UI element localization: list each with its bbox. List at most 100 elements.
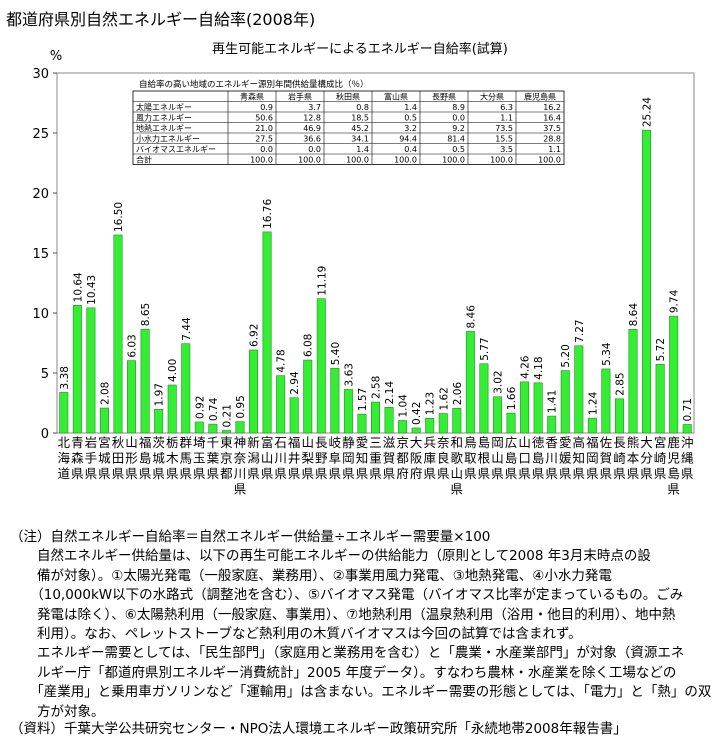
bar-value-label-45: 9.74 — [669, 289, 681, 313]
inset-cell-2-5: 73.5 — [495, 124, 513, 133]
bar-value-label-36: 1.41 — [547, 390, 559, 413]
bar-value-label-42: 8.64 — [628, 303, 640, 327]
inset-col-header-6: 鹿児島県 — [524, 92, 556, 102]
bar-8 — [167, 384, 177, 434]
inset-cell-1-5: 1.1 — [500, 114, 513, 123]
bar-37 — [560, 370, 570, 434]
bar-46 — [682, 424, 692, 434]
inset-cell-1-4: 0.0 — [452, 114, 465, 123]
x-tick-label-11: 千葉県 — [207, 435, 220, 481]
inset-cell-4-0: 0.0 — [260, 145, 273, 154]
bar-value-label-18: 6.08 — [303, 334, 315, 357]
bar-19 — [316, 298, 326, 434]
bar-39 — [587, 417, 597, 434]
x-tick-label-16: 石川県 — [274, 435, 287, 481]
bar-value-label-33: 1.66 — [506, 386, 518, 410]
bar-value-label-26: 0.42 — [411, 402, 423, 425]
note-line-8: 「産業用」と乗用車ガソリンなど「運輸用」は含まない。エネルギー需要の形態としては… — [10, 684, 712, 701]
bar-value-label-1: 10.64 — [72, 272, 84, 302]
inset-cell-3-6: 28.8 — [543, 135, 561, 144]
x-tick-label-36: 香川県 — [545, 435, 558, 481]
bar-42 — [628, 329, 638, 434]
inset-cell-0-2: 0.8 — [356, 103, 369, 112]
bar-value-label-17: 2.94 — [289, 371, 301, 395]
y-axis-unit: % — [50, 49, 62, 64]
x-tick-label-45: 鹿児島県 — [667, 435, 680, 497]
inset-cell-2-1: 46.9 — [303, 124, 321, 133]
y-tick-label-0: 0 — [41, 427, 49, 442]
bar-12 — [221, 430, 231, 434]
x-tick-label-42: 熊本県 — [627, 435, 640, 481]
y-tick-label-2: 10 — [32, 307, 49, 322]
bar-2 — [86, 307, 96, 434]
inset-cell-5-3: 100.0 — [394, 156, 417, 165]
inset-cell-1-6: 16.4 — [543, 114, 561, 123]
bar-value-label-0: 3.38 — [59, 366, 71, 389]
bar-value-label-14: 6.92 — [249, 324, 261, 347]
bar-44 — [655, 364, 665, 434]
bar-20 — [330, 367, 340, 434]
inset-cell-4-3: 0.4 — [404, 145, 417, 154]
inset-col-header-3: 富山県 — [384, 92, 408, 102]
bar-value-label-31: 5.77 — [479, 337, 491, 360]
inset-cell-3-5: 15.5 — [495, 135, 513, 144]
bar-value-label-21: 3.63 — [343, 363, 355, 386]
bar-29 — [452, 407, 462, 434]
bar-value-label-27: 1.23 — [425, 392, 437, 415]
inset-cell-4-6: 1.1 — [548, 145, 561, 154]
inset-table-frame — [132, 90, 565, 165]
page-title: 都道府県別自然エネルギー自給率(2008年) — [6, 10, 316, 29]
bar-4 — [113, 234, 123, 434]
x-tick-label-4: 秋田県 — [112, 435, 125, 481]
x-tick-label-33: 広島県 — [505, 435, 518, 481]
inset-cell-3-4: 81.4 — [447, 135, 465, 144]
inset-row-label-3: 小水力エネルギー — [136, 134, 200, 144]
bar-value-label-35: 4.18 — [533, 356, 545, 379]
bar-13 — [235, 421, 245, 434]
note-line-5: 利用）。なお、ペレットストーブなど熱利用の木質バイオマスは今回の試算では含まれず… — [10, 626, 582, 642]
x-tick-label-44: 宮崎県 — [654, 435, 667, 481]
bar-chart: 再生可能エネルギーによるエネルギー自給率(試算) % 051015202530 … — [32, 41, 695, 497]
bar-value-label-16: 4.78 — [276, 349, 288, 372]
x-tick-label-32: 岡山県 — [491, 435, 504, 481]
bar-27 — [425, 417, 435, 434]
inset-cell-5-0: 100.0 — [250, 156, 273, 165]
inset-cell-4-1: 0.0 — [308, 145, 321, 154]
inset-cell-3-2: 34.1 — [351, 135, 369, 144]
x-tick-label-0: 北海道 — [58, 435, 71, 481]
inset-col-header-5: 大分県 — [480, 92, 504, 102]
x-tick-label-22: 愛知県 — [356, 435, 369, 481]
x-tick-label-9: 群馬県 — [179, 435, 192, 481]
bar-14 — [249, 349, 259, 434]
inset-cell-2-3: 3.2 — [404, 124, 417, 133]
note-line-7: ルギー庁「都道府県別エネルギー消費統計」2005 年度データ）。すなわち農林・水… — [10, 664, 677, 681]
y-tick-label-1: 5 — [41, 367, 49, 382]
x-tick-label-31: 島根県 — [478, 435, 491, 481]
x-tick-label-46: 沖縄県 — [681, 435, 694, 481]
inset-col-header-0: 青森県 — [240, 92, 264, 102]
bar-value-label-19: 11.19 — [316, 266, 328, 296]
bar-10 — [194, 421, 204, 434]
bar-7 — [154, 409, 164, 434]
bar-value-label-5: 6.03 — [127, 334, 139, 357]
inset-table-title: 自給率の高い地域のエネルギー源別年間供給量構成比（％） — [139, 79, 369, 90]
inset-cell-4-5: 3.5 — [500, 145, 513, 154]
bar-value-label-4: 16.50 — [113, 202, 125, 232]
inset-cell-5-1: 100.0 — [298, 156, 321, 165]
inset-col-header-1: 岩手県 — [288, 92, 312, 102]
bar-value-label-15: 16.76 — [262, 199, 274, 229]
bar-value-label-22: 1.57 — [357, 388, 369, 411]
bar-11 — [208, 423, 218, 434]
inset-cell-1-2: 18.5 — [351, 114, 369, 123]
x-tick-label-13: 神奈川県 — [234, 435, 247, 497]
bar-value-label-12: 0.21 — [221, 404, 233, 427]
inset-cell-4-2: 1.4 — [356, 145, 369, 154]
bars — [59, 129, 692, 434]
bar-value-labels: 3.38 10.64 10.43 2.08 16.50 6.038.65 1.974.00 7… — [59, 97, 694, 428]
x-tick-label-27: 兵庫県 — [423, 435, 436, 481]
bar-18 — [303, 359, 313, 434]
bar-value-label-6: 8.65 — [140, 303, 152, 326]
bar-value-label-3: 2.08 — [99, 382, 111, 405]
inset-cell-4-4: 0.5 — [452, 145, 465, 154]
x-tick-label-25: 京都府 — [396, 435, 409, 481]
